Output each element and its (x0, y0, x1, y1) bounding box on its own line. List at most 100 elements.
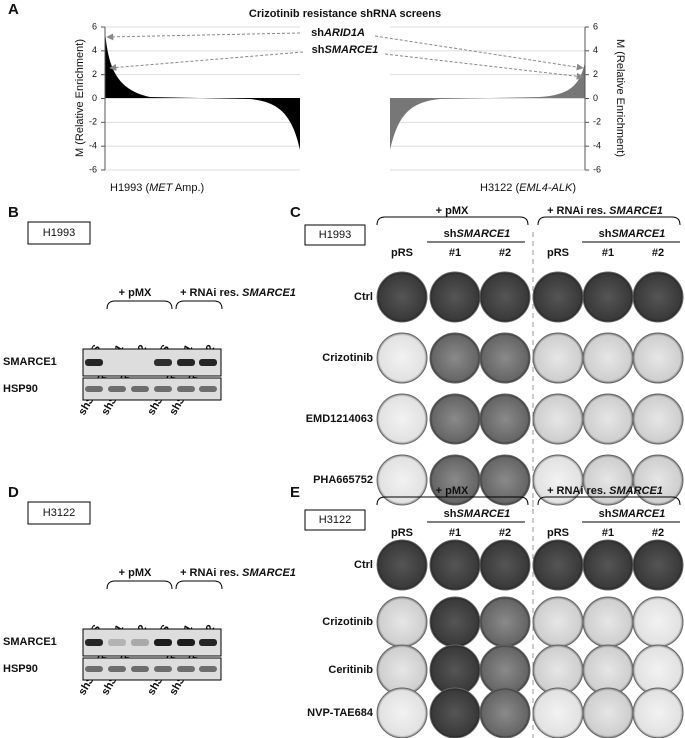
text-run: sh (312, 44, 325, 56)
plate (632, 393, 684, 445)
band (108, 639, 126, 646)
band (154, 639, 172, 646)
arrow (109, 51, 304, 71)
band (85, 639, 103, 646)
text-run: H1993 ( (110, 182, 149, 194)
row-label: Crizotinib (322, 352, 373, 364)
plate (582, 393, 634, 445)
arrow (106, 32, 301, 41)
text-run: Amp.) (172, 182, 204, 194)
group-label: + RNAi res. SMARCE1 (180, 287, 296, 299)
y-tick-label: -4 (89, 141, 97, 151)
cell-line-box (27, 221, 91, 245)
column-label: #1 (602, 527, 614, 539)
bracket (175, 300, 223, 310)
band (177, 359, 195, 366)
plate (376, 454, 428, 506)
y-tick-label: -2 (593, 117, 601, 127)
band (131, 639, 149, 646)
arrow (384, 53, 584, 80)
plate (376, 393, 428, 445)
plate (582, 687, 634, 738)
row-label: Crizotinib (322, 616, 373, 628)
subgroup-label: shSMARCE1 (444, 508, 511, 520)
plate (582, 332, 634, 384)
plate (479, 596, 531, 648)
column-label: #2 (499, 247, 511, 259)
plate (376, 596, 428, 648)
plate (532, 596, 584, 648)
y-axis-label: M (Relative Enrichment) (74, 39, 86, 157)
band (108, 666, 126, 672)
cell-line-box (304, 224, 366, 246)
hit-label: shSMARCE1 (312, 44, 379, 56)
plate (632, 687, 684, 738)
plate (632, 332, 684, 384)
text-run: sh (311, 27, 324, 39)
column-label: pRS (547, 247, 569, 259)
text-run: SMARCE1 (457, 228, 511, 240)
band (177, 666, 195, 672)
y-tick-label: 0 (92, 93, 97, 103)
plate (429, 271, 481, 323)
text-run: MET (149, 182, 174, 194)
band (154, 359, 172, 366)
panel-letter: A (8, 1, 19, 18)
column-label: #2 (652, 247, 664, 259)
band (85, 666, 103, 672)
plate (429, 393, 481, 445)
protein-label: SMARCE1 (3, 636, 57, 648)
subgroup-label: shSMARCE1 (599, 228, 666, 240)
text-run: SMARCE1 (242, 287, 296, 299)
row-label: NVP-TAE684 (307, 707, 374, 719)
band (199, 666, 217, 672)
plate (376, 539, 428, 591)
panel-letter: B (8, 204, 19, 221)
plate (632, 539, 684, 591)
text-run: + RNAi res. (180, 287, 242, 299)
plate (532, 332, 584, 384)
band (131, 386, 149, 392)
plate (532, 687, 584, 738)
group-label: + pMX (119, 567, 152, 579)
text-run: sh (145, 680, 162, 697)
plate (376, 687, 428, 738)
plate (376, 332, 428, 384)
y-tick-label: -2 (89, 117, 97, 127)
y-tick-label: -6 (89, 164, 97, 174)
bracket (376, 216, 529, 226)
column-label: pRS (547, 527, 569, 539)
group-label: + RNAi res. SMARCE1 (547, 485, 663, 497)
band (131, 666, 149, 672)
hit-label: shARID1A (311, 27, 365, 39)
plate (532, 271, 584, 323)
panel-letter: C (290, 204, 301, 221)
column-label: #1 (449, 247, 461, 259)
plate (479, 332, 531, 384)
text-run: ARID1A (323, 27, 365, 39)
plate (429, 596, 481, 648)
subgroup-label: shSMARCE1 (444, 228, 511, 240)
text-run: sh (76, 680, 93, 697)
band (85, 386, 103, 392)
row-label: PHA665752 (313, 474, 373, 486)
plate (632, 454, 684, 506)
row-label: EMD1214063 (306, 413, 373, 425)
cell-line-box (304, 509, 366, 531)
text-run: EML4-ALK (519, 182, 573, 194)
plate (429, 539, 481, 591)
plate (376, 271, 428, 323)
text-run: + RNAi res. (547, 205, 609, 217)
band (154, 386, 172, 392)
text-run: SMARCE1 (612, 228, 666, 240)
plate (532, 539, 584, 591)
row-label: Ceritinib (328, 664, 373, 676)
y-tick-label: 6 (593, 21, 598, 31)
y-tick-label: 2 (593, 69, 598, 79)
protein-label: SMARCE1 (3, 356, 57, 368)
x-label: H3122 (EML4-ALK) (480, 182, 576, 194)
text-run: sh (444, 508, 457, 520)
text-run: sh (145, 400, 162, 417)
column-label: #1 (602, 247, 614, 259)
